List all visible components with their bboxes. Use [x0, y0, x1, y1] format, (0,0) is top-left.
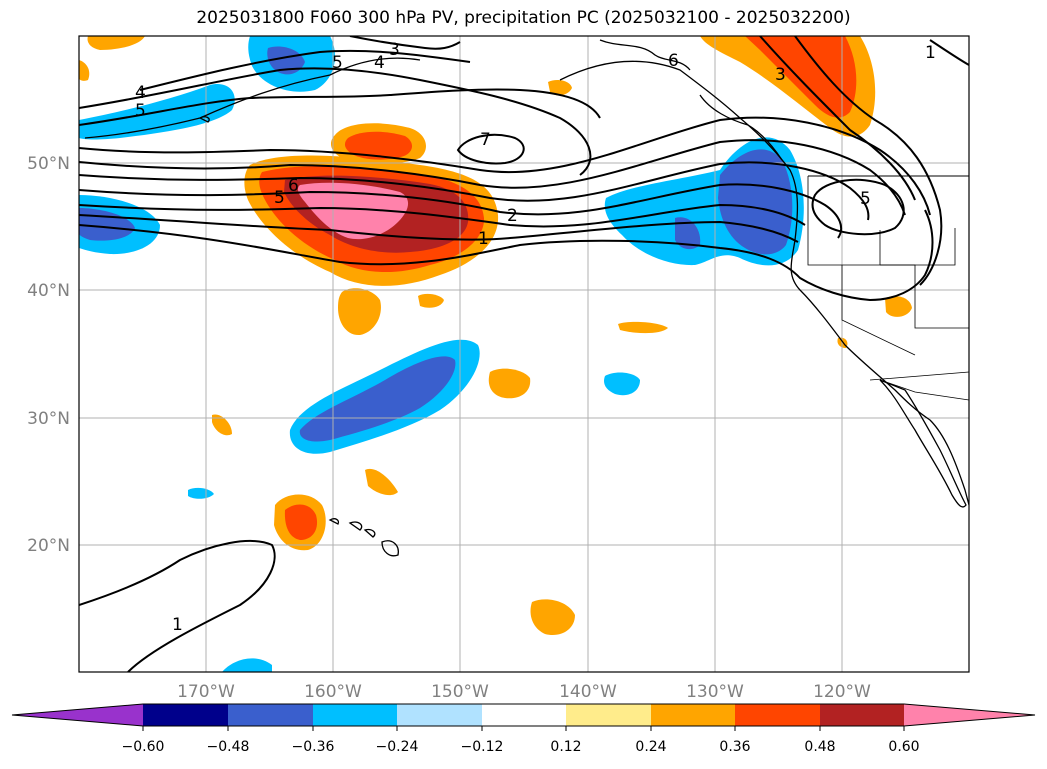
contour-label-5d: 5: [860, 189, 871, 209]
contour-label-6b: 6: [668, 51, 679, 71]
colorbar: −0.60 −0.48 −0.36 −0.24 −0.12 0.12 0.24 …: [11, 703, 1036, 755]
lon-tick-130w: 130°W: [686, 682, 744, 702]
contour-label-7: 7: [480, 130, 491, 150]
pv-contours: [79, 36, 969, 672]
map-frame: [78, 35, 970, 673]
colorbar-extend-high: [904, 704, 1035, 726]
lat-tick-30n: 30°N: [27, 409, 70, 429]
contour-label-1c: 1: [172, 615, 183, 635]
lat-tick-20n: 20°N: [27, 536, 70, 556]
coastlines: [84, 39, 969, 557]
lon-tick-170w: 170°W: [177, 682, 235, 702]
lon-tick-150w: 150°W: [431, 682, 489, 702]
colorbar-label-9: 0.60: [888, 739, 919, 755]
colorbar-segment-3: [397, 704, 482, 726]
contour-label-1b: 1: [925, 43, 936, 63]
longitude-tick-labels: 170°W 160°W 150°W 140°W 130°W 120°W: [177, 682, 871, 702]
colorbar-extend-low: [12, 704, 143, 726]
contour-label-1: 1: [478, 229, 489, 249]
colorbar-segment-0: [143, 704, 228, 726]
colorbar-segment-2: [313, 704, 397, 726]
colorbar-segment-4: [482, 704, 566, 726]
contour-label-3b: 3: [775, 65, 786, 85]
lon-tick-140w: 140°W: [559, 682, 617, 702]
colorbar-label-0: −0.60: [122, 739, 165, 755]
contour-label-4: 4: [135, 83, 146, 103]
lat-tick-40n: 40°N: [27, 281, 70, 301]
colorbar-segment-6: [651, 704, 735, 726]
colorbar-segment-1: [228, 704, 313, 726]
colorbar-label-1: −0.48: [207, 739, 250, 755]
map-title: 2025031800 F060 300 hPa PV, precipitatio…: [196, 8, 851, 28]
map-background: [79, 36, 969, 672]
lon-tick-120w: 120°W: [813, 682, 871, 702]
contour-label-5: 5: [135, 101, 146, 121]
colorbar-label-5: 0.12: [550, 739, 581, 755]
contour-label-4b: 4: [374, 53, 385, 73]
contour-label-3: 3: [389, 40, 400, 60]
colorbar-segment-5: [566, 704, 651, 726]
colorbar-segment-8: [820, 704, 904, 726]
colorbar-label-6: 0.24: [635, 739, 666, 755]
latitude-tick-labels: 20°N 30°N 40°N 50°N: [27, 154, 70, 556]
contour-label-5c: 5: [274, 188, 285, 208]
colorbar-label-4: −0.12: [461, 739, 504, 755]
contour-label-5b: 5: [332, 53, 343, 73]
colorbar-label-8: 0.48: [804, 739, 835, 755]
colorbar-label-7: 0.36: [719, 739, 750, 755]
lon-tick-160w: 160°W: [304, 682, 362, 702]
colorbar-segment-7: [735, 704, 820, 726]
contour-label-2: 2: [507, 206, 518, 226]
colorbar-label-3: −0.24: [376, 739, 419, 755]
colorbar-label-2: −0.36: [292, 739, 335, 755]
contour-label-6: 6: [288, 176, 299, 196]
map-gridlines: [79, 36, 969, 672]
lat-tick-50n: 50°N: [27, 154, 70, 174]
pv-contour-labels: 4 5 3 4 5 6 5 7 2 1 3 5 6 1 1: [135, 40, 936, 635]
